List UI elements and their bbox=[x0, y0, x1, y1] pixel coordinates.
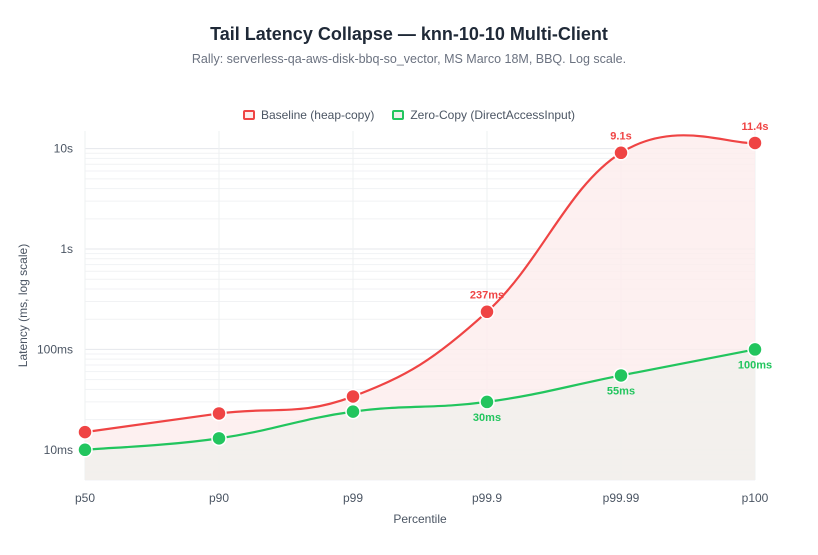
data-labels: 237ms 9.1s 11.4s 30ms 55ms 100ms bbox=[470, 121, 772, 424]
x-tick-label: p99.99 bbox=[603, 491, 640, 505]
legend-item-zero-copy[interactable]: Zero-Copy (DirectAccessInput) bbox=[392, 108, 575, 122]
x-tick-label: p50 bbox=[75, 491, 95, 505]
data-label: 30ms bbox=[473, 412, 501, 424]
y-tick-label: 100ms bbox=[37, 342, 73, 356]
data-point bbox=[747, 135, 763, 151]
data-label: 237ms bbox=[470, 290, 504, 302]
legend: Baseline (heap-copy) Zero-Copy (DirectAc… bbox=[0, 108, 818, 122]
y-tick-label: 1s bbox=[60, 242, 73, 256]
data-point bbox=[211, 405, 227, 422]
data-point bbox=[613, 367, 629, 384]
chart-title: Tail Latency Collapse — knn-10-10 Multi-… bbox=[210, 24, 608, 44]
axis-ticks: 10ms 100ms 1s 10s p50 p90 p99 p99.9 p99.99 p100 bbox=[37, 142, 769, 505]
chart-subtitle: Rally: serverless-qa-aws-disk-bbq-so_vec… bbox=[191, 52, 627, 66]
x-tick-label: p90 bbox=[209, 491, 229, 505]
data-point bbox=[77, 442, 93, 458]
legend-label-baseline: Baseline (heap-copy) bbox=[260, 108, 375, 122]
legend-label-zero-copy: Zero-Copy (DirectAccessInput) bbox=[410, 108, 576, 122]
series-points bbox=[77, 135, 763, 458]
series-area-1 bbox=[85, 349, 755, 480]
legend-item-baseline[interactable]: Baseline (heap-copy) bbox=[242, 108, 375, 122]
x-tick-label: p100 bbox=[742, 491, 769, 505]
data-point bbox=[211, 430, 227, 447]
data-point bbox=[479, 394, 495, 410]
x-tick-label: p99 bbox=[343, 491, 363, 505]
series-areas bbox=[85, 135, 755, 480]
legend-swatch-zero-copy bbox=[392, 110, 405, 120]
x-axis-title: Percentile bbox=[393, 512, 447, 526]
data-point bbox=[479, 304, 495, 320]
data-label: 100ms bbox=[738, 359, 772, 371]
data-point bbox=[613, 145, 629, 161]
data-label: 9.1s bbox=[610, 131, 631, 143]
data-point bbox=[345, 388, 361, 405]
x-tick-label: p99.9 bbox=[472, 491, 502, 505]
data-point bbox=[747, 341, 763, 358]
data-point bbox=[345, 403, 361, 420]
y-tick-label: 10s bbox=[54, 142, 73, 156]
legend-swatch-baseline bbox=[242, 110, 255, 120]
y-axis-title: Latency (ms, log scale) bbox=[16, 244, 30, 367]
data-point bbox=[77, 424, 93, 440]
series-line-1 bbox=[84, 348, 756, 451]
data-label: 55ms bbox=[607, 385, 635, 397]
y-tick-label: 10ms bbox=[44, 443, 73, 457]
data-label: 11.4s bbox=[742, 121, 769, 133]
